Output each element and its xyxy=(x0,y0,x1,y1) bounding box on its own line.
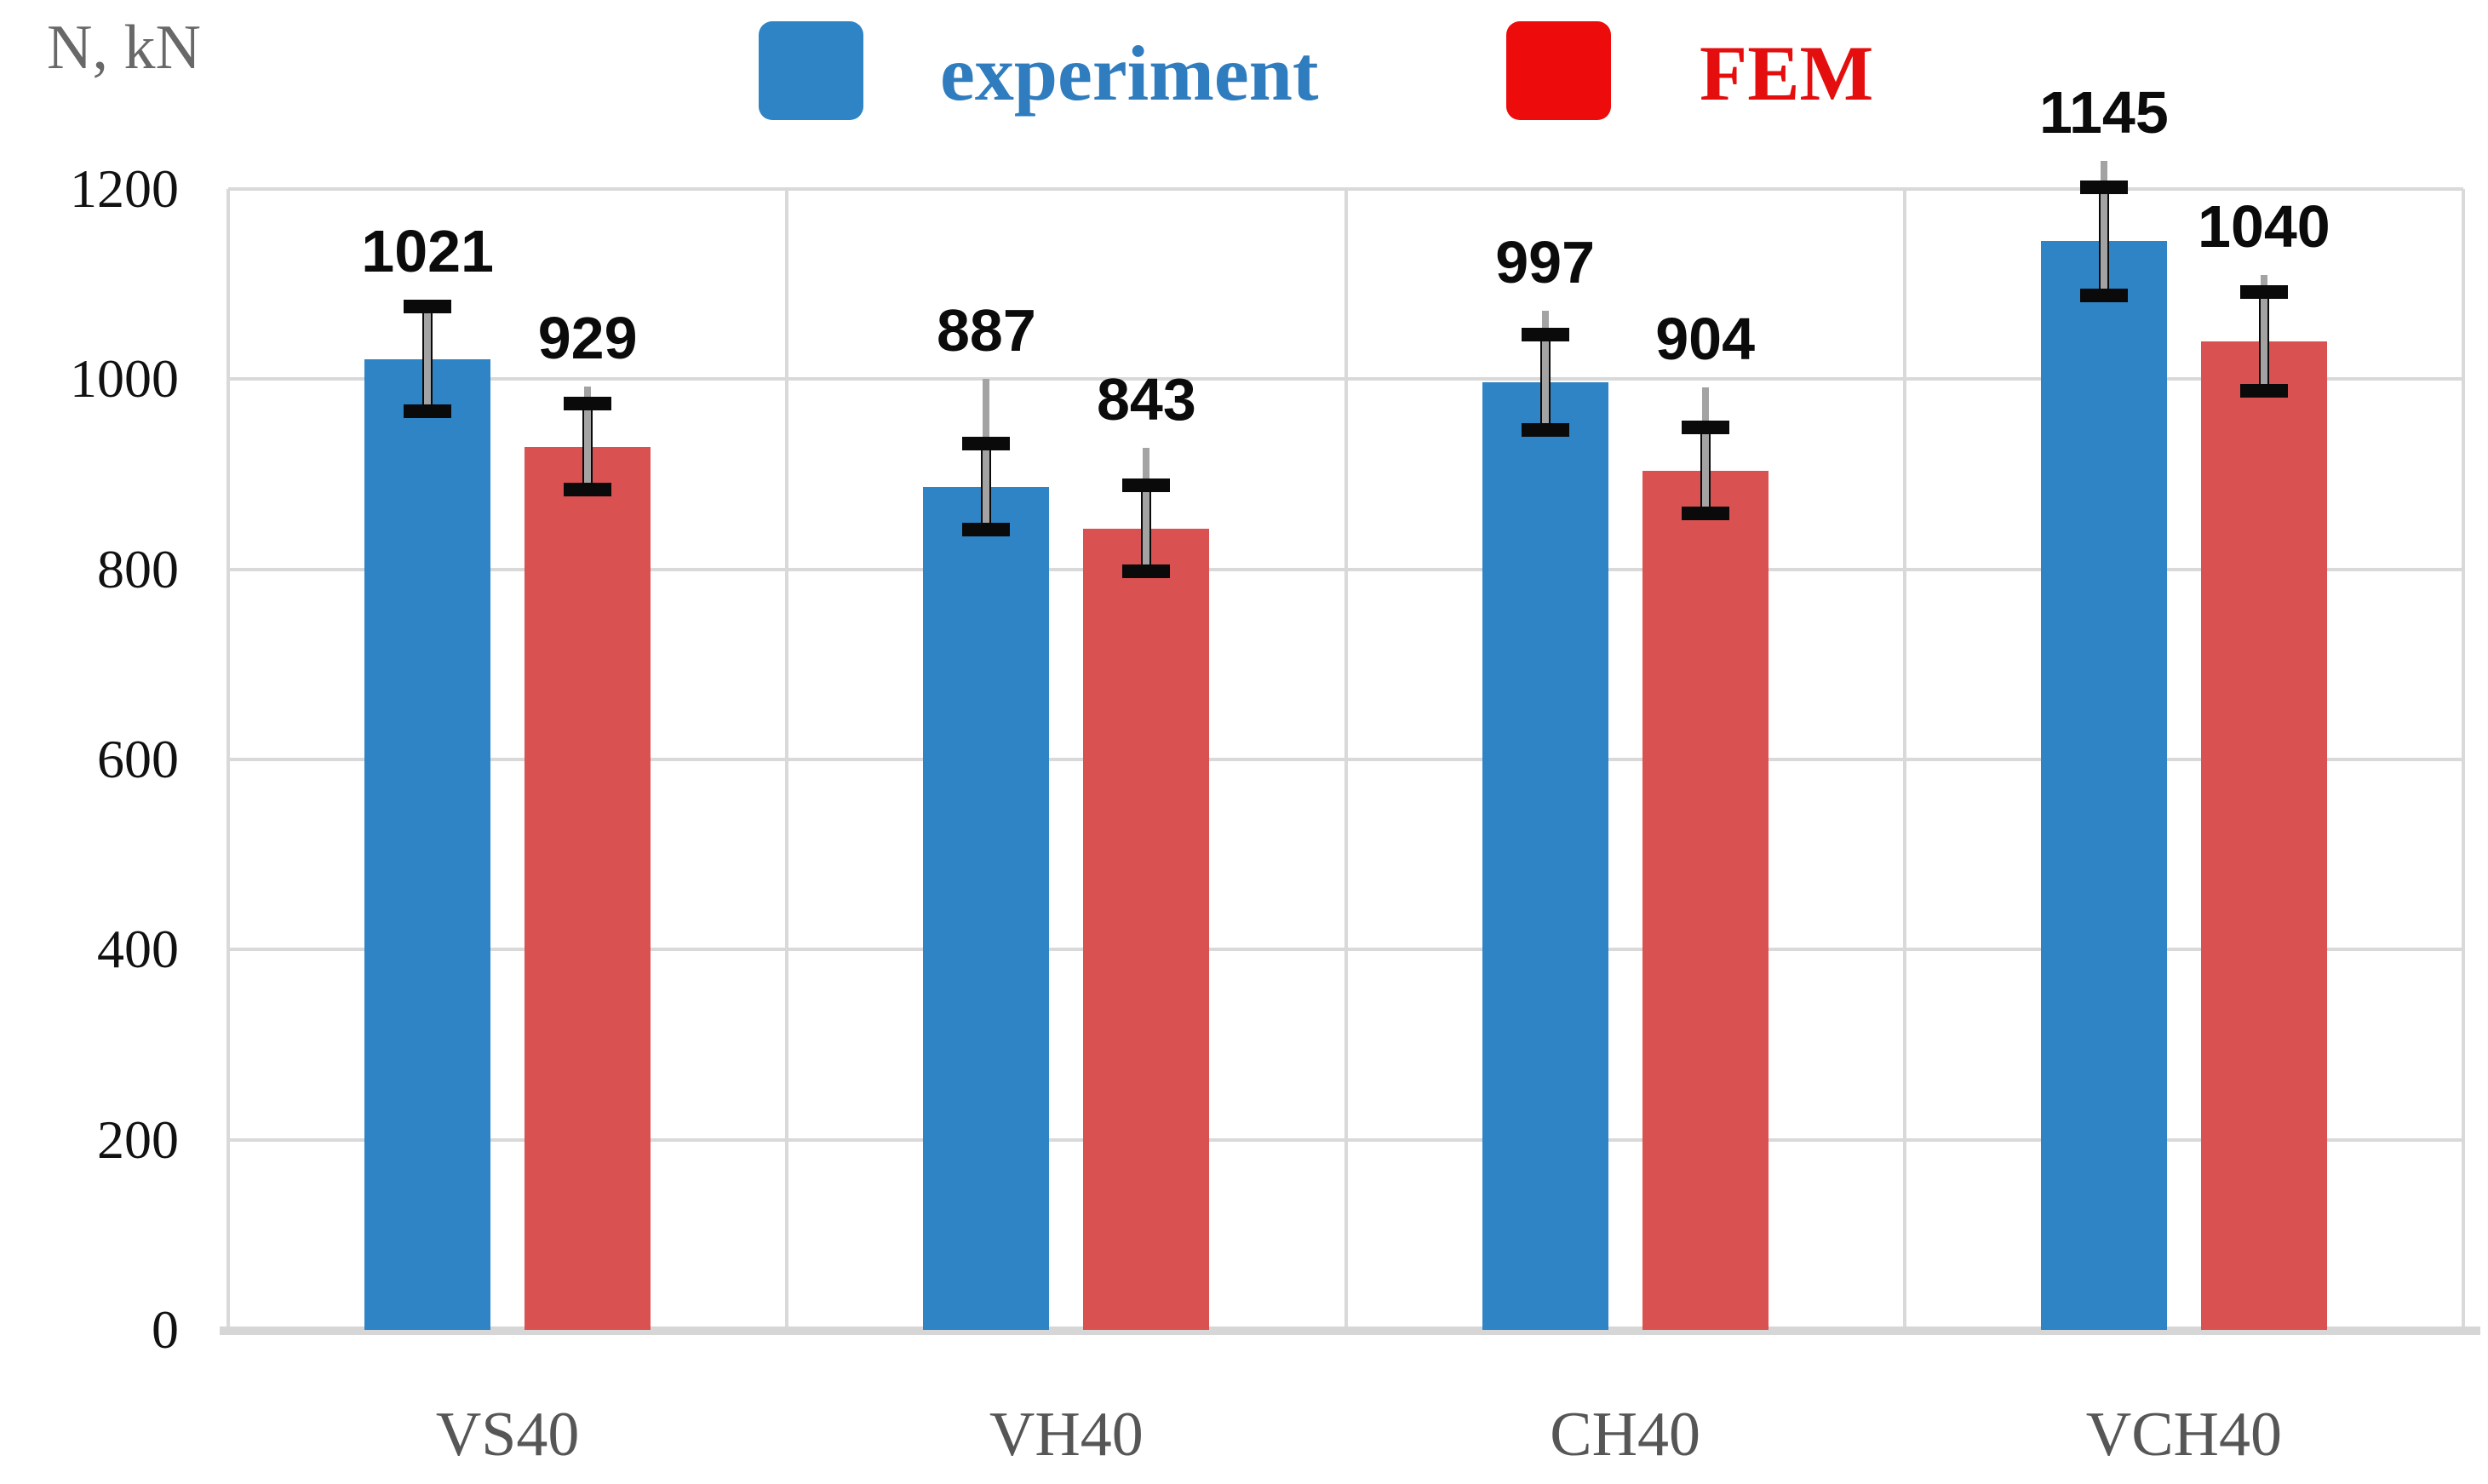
error-bar-cap-bottom xyxy=(2079,289,2128,303)
error-bar-cap-top xyxy=(2239,284,2288,299)
value-label-experiment-vch40: 1145 xyxy=(2038,78,2169,146)
panel-separator xyxy=(1902,189,1906,1330)
bar-experiment-ch40 xyxy=(1482,381,1608,1330)
value-label-fem-ch40: 904 xyxy=(1655,306,1756,373)
x-axis-line xyxy=(220,1326,2480,1335)
error-bar-whisker xyxy=(424,299,432,407)
error-bar-cap-top xyxy=(1681,421,1729,435)
y-tick-label-1200: 1200 xyxy=(70,158,179,219)
bar-fem-ch40 xyxy=(1642,470,1769,1330)
error-bar-whisker xyxy=(1701,387,1709,508)
error-bar-whisker xyxy=(1143,447,1150,566)
error-bar-cap-bottom xyxy=(564,482,612,496)
bar-fem-vh40 xyxy=(1083,528,1210,1330)
error-bar-cap-bottom xyxy=(962,522,1011,536)
error-bar-cap-bottom xyxy=(1521,422,1569,437)
value-label-fem-vch40: 1040 xyxy=(2198,192,2330,260)
value-label-experiment-ch40: 997 xyxy=(1495,228,1596,295)
y-tick-label-1000: 1000 xyxy=(70,348,179,410)
error-bar-cap-top xyxy=(564,397,612,411)
panel-separator xyxy=(785,189,789,1330)
bar-experiment-vch40 xyxy=(2040,241,2167,1330)
error-bar-whisker xyxy=(983,379,990,524)
category-label-vh40: VH40 xyxy=(989,1400,1144,1470)
value-label-fem-vs40: 929 xyxy=(537,305,638,372)
error-bar-whisker xyxy=(584,387,592,484)
category-label-ch40: CH40 xyxy=(1550,1400,1701,1470)
error-bar-cap-bottom xyxy=(2239,383,2288,398)
category-label-vs40: VS40 xyxy=(435,1400,580,1470)
error-bar-cap-top xyxy=(962,437,1011,451)
y-axis-title: N, kN xyxy=(47,13,201,83)
bar-experiment-vs40 xyxy=(364,358,491,1330)
error-bar-whisker xyxy=(2100,160,2107,291)
legend-label-experiment: experiment xyxy=(940,30,1319,117)
error-bar-whisker xyxy=(2260,274,2267,386)
legend-swatch-experiment xyxy=(759,21,863,120)
y-tick-label-0: 0 xyxy=(152,1299,179,1360)
plot-border-right xyxy=(2462,189,2465,1330)
panel-separator xyxy=(1344,189,1348,1330)
bar-fem-vch40 xyxy=(2200,341,2327,1330)
error-bar-cap-top xyxy=(404,300,452,314)
plot-border-left xyxy=(226,189,230,1330)
legend-swatch-fem xyxy=(1506,21,1611,120)
error-bar-cap-top xyxy=(1521,327,1569,341)
bar-experiment-vh40 xyxy=(923,486,1050,1330)
error-bar-whisker xyxy=(1541,310,1549,425)
y-tick-label-200: 200 xyxy=(97,1109,179,1170)
error-bar-cap-bottom xyxy=(1681,506,1729,520)
error-bar-cap-top xyxy=(2079,180,2128,194)
error-bar-cap-top xyxy=(1122,478,1171,493)
bar-fem-vs40 xyxy=(525,446,651,1330)
legend-label-fem: FEM xyxy=(1700,30,1874,117)
error-bar-cap-bottom xyxy=(1122,564,1171,578)
error-bar-cap-bottom xyxy=(404,404,452,419)
y-tick-label-800: 800 xyxy=(97,538,179,599)
y-tick-label-400: 400 xyxy=(97,919,179,980)
value-label-fem-vh40: 843 xyxy=(1096,365,1196,433)
value-label-experiment-vs40: 1021 xyxy=(361,217,494,284)
category-label-vch40: VCH40 xyxy=(2085,1400,2282,1470)
value-label-experiment-vh40: 887 xyxy=(936,297,1036,364)
y-tick-label-600: 600 xyxy=(97,729,179,789)
